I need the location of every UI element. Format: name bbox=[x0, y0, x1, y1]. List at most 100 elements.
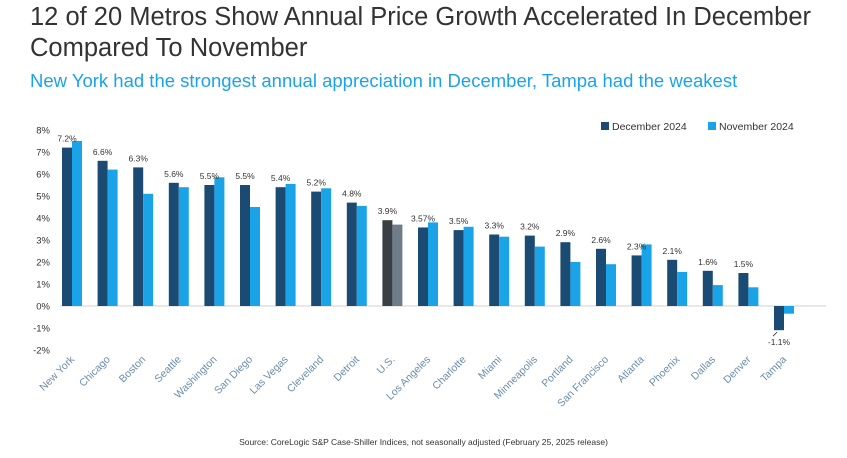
bar-dec-detroit bbox=[346, 202, 357, 306]
data-label-denver: 1.5% bbox=[734, 259, 754, 269]
data-label-tampa: -1.1% bbox=[768, 337, 791, 347]
bar-nov-seattle bbox=[178, 187, 189, 306]
legend-label-nov: November 2024 bbox=[719, 121, 794, 133]
bar-nov-detroit bbox=[356, 205, 367, 306]
legend: December 2024 November 2024 bbox=[601, 121, 794, 133]
bar-nov-san-diego bbox=[250, 207, 260, 306]
data-label-minneapolis: 3.2% bbox=[520, 222, 540, 232]
chart-subtitle: New York had the strongest annual apprec… bbox=[30, 70, 738, 91]
bar-nov-washington bbox=[214, 177, 225, 306]
data-label-chicago: 6.6% bbox=[93, 147, 113, 157]
bar-nov-san-francisco bbox=[606, 264, 616, 306]
y-tick-label: 4% bbox=[36, 214, 50, 225]
bar-dec-atlanta bbox=[631, 255, 642, 306]
bar-nov-denver bbox=[748, 287, 759, 306]
bar-dec-boston bbox=[133, 167, 144, 306]
data-label-detroit: 4.8% bbox=[342, 189, 362, 199]
bar-nov-boston bbox=[143, 193, 154, 306]
bar-nov-u-s bbox=[392, 224, 403, 306]
y-tick-label: -1% bbox=[33, 324, 50, 335]
bar-nov-atlanta bbox=[641, 244, 652, 306]
bar-dec-u-s bbox=[382, 220, 393, 306]
category-label-las-vegas: Las Vegas bbox=[248, 354, 291, 397]
bar-dec-minneapolis bbox=[524, 235, 535, 306]
category-label-phoenix: Phoenix bbox=[647, 353, 683, 389]
bar-nov-new-york bbox=[72, 141, 82, 306]
bar-dec-portland bbox=[560, 242, 571, 306]
bar-dec-seattle bbox=[168, 182, 179, 306]
bar-nov-portland bbox=[570, 262, 581, 306]
y-tick-label: 5% bbox=[36, 192, 50, 203]
category-label-portland: Portland bbox=[539, 354, 575, 390]
bar-dec-denver bbox=[738, 273, 749, 306]
bar-dec-los-angeles bbox=[418, 227, 428, 306]
category-label-dallas: Dallas bbox=[689, 354, 718, 383]
bar-nov-tampa bbox=[784, 306, 794, 314]
data-label-san-diego: 5.5% bbox=[235, 171, 255, 181]
data-label-washington: 5.5% bbox=[200, 171, 220, 181]
data-label-new-york: 7.2% bbox=[57, 134, 77, 144]
data-label-seattle: 5.6% bbox=[164, 169, 184, 179]
data-label-atlanta: 2.3% bbox=[627, 241, 647, 251]
bar-dec-tampa bbox=[774, 306, 784, 331]
bar-dec-charlotte bbox=[453, 230, 464, 306]
source-note: Source: CoreLogic S&P Case-Shiller Indic… bbox=[239, 437, 608, 447]
bar-nov-las-vegas bbox=[285, 183, 296, 306]
bar-dec-washington bbox=[204, 185, 215, 306]
data-label-charlotte: 3.5% bbox=[449, 216, 469, 226]
data-label-los-angeles: 3.57% bbox=[411, 213, 436, 223]
data-label-dallas: 1.6% bbox=[698, 257, 718, 267]
bar-nov-los-angeles bbox=[428, 222, 438, 306]
category-label-miami: Miami bbox=[476, 354, 504, 382]
data-label-portland: 2.9% bbox=[556, 228, 576, 238]
chart-title: 12 of 20 Metros Show Annual Price Growth… bbox=[30, 3, 811, 62]
data-labels: 7.2% 6.6% 6.3% 5.6% 5.5% 5.5% 5.4% 5.2% 4.8% 3.9%… bbox=[57, 134, 790, 348]
y-tick-label: 2% bbox=[36, 258, 50, 269]
bar-dec-san-francisco bbox=[596, 248, 606, 306]
category-label-seattle: Seattle bbox=[152, 354, 184, 386]
bar-nov-charlotte bbox=[463, 226, 474, 306]
data-label-las-vegas: 5.4% bbox=[271, 173, 291, 183]
category-labels: New York Chicago Boston SeattleWashingtonSa… bbox=[37, 353, 789, 409]
category-label-cleveland: Cleveland bbox=[285, 354, 327, 396]
category-label-chicago: Chicago bbox=[77, 354, 113, 390]
legend-swatch-nov bbox=[708, 122, 716, 130]
y-tick-label: 7% bbox=[36, 148, 50, 159]
bar-dec-new-york bbox=[62, 147, 72, 306]
data-label-cleveland: 5.2% bbox=[307, 178, 327, 188]
bar-nov-dallas bbox=[712, 285, 723, 306]
category-label-charlotte: Charlotte bbox=[430, 354, 469, 393]
bar-dec-cleveland bbox=[311, 191, 322, 306]
bar-nov-minneapolis bbox=[534, 246, 545, 306]
y-tick-label: 8% bbox=[36, 126, 50, 137]
category-label-new-york: New York bbox=[37, 353, 77, 393]
bar-nov-phoenix bbox=[677, 271, 688, 306]
bar-chart: 8% 7% 6% 5% 4% 3% 2% 1% 0% -1% -2% 7.2% 6.6% 6.3% 5.6… bbox=[33, 121, 826, 410]
bar-dec-dallas bbox=[702, 270, 713, 306]
y-axis: 8% 7% 6% 5% 4% 3% 2% 1% 0% -1% -2% bbox=[33, 126, 50, 357]
bar-nov-miami bbox=[499, 236, 510, 306]
y-tick-label: 0% bbox=[36, 302, 50, 313]
y-tick-label: 3% bbox=[36, 236, 50, 247]
bar-nov-cleveland bbox=[321, 188, 332, 306]
y-tick-label: 6% bbox=[36, 170, 50, 181]
bar-dec-chicago bbox=[97, 160, 108, 306]
data-label-miami: 3.3% bbox=[485, 221, 505, 231]
data-label-u-s: 3.9% bbox=[378, 206, 398, 216]
y-tick-label: 1% bbox=[36, 280, 50, 291]
category-label-boston: Boston bbox=[117, 354, 149, 386]
data-label-san-francisco: 2.6% bbox=[591, 235, 611, 245]
category-label-u-s: U.S. bbox=[375, 354, 398, 377]
legend-label-dec: December 2024 bbox=[612, 121, 687, 133]
legend-swatch-dec bbox=[601, 122, 609, 130]
bar-dec-phoenix bbox=[667, 259, 678, 306]
category-label-atlanta: Atlanta bbox=[615, 354, 647, 386]
category-label-tampa: Tampa bbox=[758, 354, 789, 385]
bar-nov-chicago bbox=[107, 169, 118, 306]
bars bbox=[62, 141, 794, 331]
category-label-denver: Denver bbox=[721, 353, 754, 386]
data-label-boston: 6.3% bbox=[129, 153, 149, 163]
bar-dec-miami bbox=[489, 234, 500, 306]
leader-line bbox=[772, 331, 778, 337]
bar-dec-las-vegas bbox=[275, 187, 286, 306]
